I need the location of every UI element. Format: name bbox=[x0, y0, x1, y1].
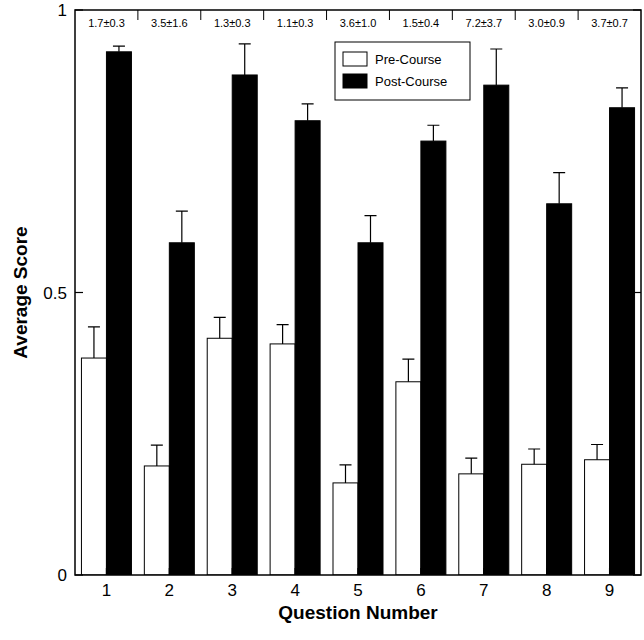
annotation: 7.2±3.7 bbox=[465, 17, 502, 29]
bar bbox=[396, 382, 421, 575]
annotation: 3.5±1.6 bbox=[151, 17, 188, 29]
bar bbox=[333, 483, 358, 575]
legend-swatch bbox=[343, 74, 367, 88]
y-tick bbox=[633, 9, 641, 10]
annotation-separator bbox=[263, 10, 264, 20]
x-tick bbox=[232, 568, 233, 575]
annotation-separator bbox=[389, 10, 390, 20]
annotation: 1.7±0.3 bbox=[88, 17, 125, 29]
chart-svg: 0 0.5 1 1 2 3 4 5 6 7 8 9 1.7±0.3 3.5±1.6 1.3±0.3 1.1±0… bbox=[0, 0, 644, 640]
y-tick bbox=[633, 574, 641, 575]
x-tick-label: 8 bbox=[542, 581, 551, 600]
x-tick-label: 6 bbox=[416, 581, 425, 600]
annotation-separator bbox=[326, 10, 327, 20]
bar bbox=[459, 474, 484, 575]
annotation: 3.0±0.9 bbox=[528, 17, 565, 29]
x-tick bbox=[609, 568, 610, 575]
error-bar bbox=[616, 88, 628, 108]
x-tick bbox=[295, 568, 296, 575]
bar bbox=[585, 460, 610, 575]
annotation-separator bbox=[137, 10, 138, 20]
annotation: 3.7±0.7 bbox=[591, 17, 628, 29]
y-tick bbox=[75, 9, 83, 10]
plot-frame bbox=[75, 10, 641, 575]
legend-label: Post-Course bbox=[375, 74, 447, 89]
legend-label: Pre-Course bbox=[375, 52, 441, 67]
y-tick bbox=[75, 574, 83, 575]
error-bar bbox=[239, 44, 251, 75]
x-tick bbox=[546, 568, 547, 575]
x-tick-label: 2 bbox=[165, 581, 174, 600]
annotation-separator bbox=[452, 10, 453, 20]
annotation: 1.3±0.3 bbox=[214, 17, 251, 29]
error-bar bbox=[113, 46, 125, 52]
annotation: 3.6±1.0 bbox=[340, 17, 377, 29]
legend-box bbox=[335, 42, 470, 100]
x-tick-label: 7 bbox=[479, 581, 488, 600]
bar bbox=[232, 75, 257, 575]
error-bar bbox=[151, 445, 163, 466]
x-tick-label: 5 bbox=[353, 581, 362, 600]
bar bbox=[144, 466, 169, 575]
x-tick-label: 3 bbox=[227, 581, 236, 600]
y-tick-label: 0 bbox=[58, 566, 67, 585]
x-tick bbox=[106, 568, 107, 575]
annotation-separator bbox=[515, 10, 516, 20]
bar bbox=[106, 52, 131, 575]
bar bbox=[610, 108, 635, 575]
error-bar bbox=[402, 359, 414, 382]
error-bar bbox=[214, 317, 226, 338]
error-bar bbox=[553, 173, 565, 204]
x-tick-label: 9 bbox=[605, 581, 614, 600]
y-tick bbox=[633, 292, 641, 293]
legend-swatch bbox=[343, 52, 367, 66]
bar bbox=[81, 358, 106, 575]
bars bbox=[81, 44, 634, 575]
error-bar bbox=[176, 211, 188, 243]
bar bbox=[358, 243, 383, 575]
bar bbox=[270, 344, 295, 575]
annotation-separator bbox=[200, 10, 201, 20]
x-tick bbox=[357, 568, 358, 575]
bar bbox=[169, 243, 194, 575]
annotation: 1.5±0.4 bbox=[403, 17, 440, 29]
bar bbox=[295, 121, 320, 575]
bar bbox=[522, 464, 547, 575]
bar bbox=[484, 85, 509, 575]
x-tick bbox=[169, 568, 170, 575]
annotation-separator bbox=[578, 10, 579, 20]
error-bar bbox=[340, 465, 352, 483]
error-bar bbox=[528, 449, 540, 464]
bar bbox=[207, 338, 232, 575]
y-tick bbox=[75, 292, 83, 293]
x-axis-label: Question Number bbox=[278, 602, 438, 623]
error-bar bbox=[490, 49, 502, 85]
error-bar bbox=[427, 125, 439, 141]
error-bar bbox=[365, 216, 377, 243]
x-tick-label: 4 bbox=[290, 581, 299, 600]
x-tick-label: 1 bbox=[102, 581, 111, 600]
y-tick-label: 0.5 bbox=[43, 284, 67, 303]
annotation: 1.1±0.3 bbox=[277, 17, 314, 29]
y-axis-label: Average Score bbox=[10, 226, 31, 358]
error-bar bbox=[88, 327, 100, 358]
bar bbox=[547, 204, 572, 575]
error-bar bbox=[302, 104, 314, 121]
chart-container: 0 0.5 1 1 2 3 4 5 6 7 8 9 1.7±0.3 3.5±1.6 1.3±0.3 1.1±0… bbox=[0, 0, 644, 640]
error-bar bbox=[591, 444, 603, 459]
error-bar bbox=[465, 458, 477, 474]
bar bbox=[421, 141, 446, 575]
error-bar bbox=[277, 325, 289, 344]
legend: Pre-Course Post-Course bbox=[335, 42, 470, 100]
x-tick bbox=[483, 568, 484, 575]
y-tick-label: 1 bbox=[58, 1, 67, 20]
x-tick bbox=[420, 568, 421, 575]
